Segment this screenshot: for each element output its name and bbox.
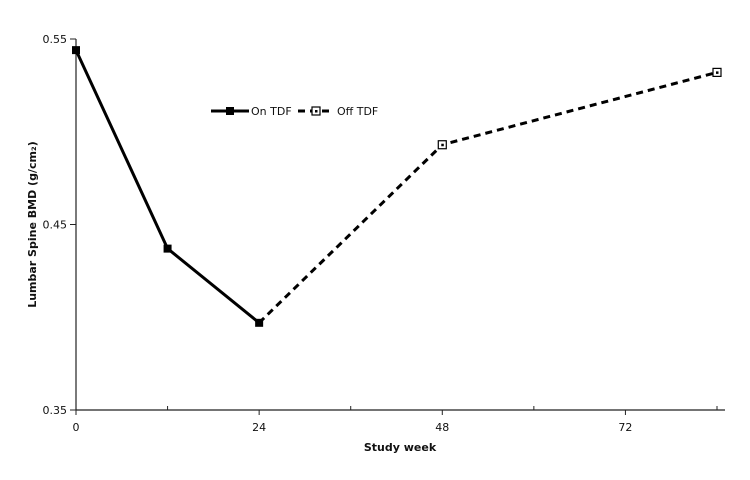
x-axis-title: Study week xyxy=(364,441,437,454)
x-tick-label: 72 xyxy=(618,421,632,434)
y-tick-label: 0.45 xyxy=(43,219,68,232)
data-point xyxy=(255,318,264,327)
legend-marker xyxy=(311,106,321,116)
series-line-1 xyxy=(74,49,261,324)
legend-entry-on-tdf: On TDF xyxy=(211,105,292,118)
series-layer xyxy=(72,46,722,327)
legend-entry-off-tdf: Off TDF xyxy=(298,105,378,118)
y-tick-label: 0.55 xyxy=(43,33,68,46)
ticks: 0.35 0.45 0.55 0 24 48 72 xyxy=(43,33,718,434)
y-axis-title: Lumbar Spine BMD (g/cm₂) xyxy=(26,141,39,308)
data-point xyxy=(437,140,447,150)
x-tick-label: 48 xyxy=(435,421,449,434)
y-tick-label: 0.35 xyxy=(43,404,68,417)
data-point xyxy=(72,46,80,55)
data-point xyxy=(163,244,172,253)
legend-label: Off TDF xyxy=(337,105,378,118)
x-tick-label: 24 xyxy=(252,421,266,434)
legend: On TDF Off TDF xyxy=(211,105,378,118)
legend-marker xyxy=(226,107,234,115)
x-tick-label: 0 xyxy=(73,421,80,434)
data-point xyxy=(712,67,722,77)
legend-label: On TDF xyxy=(251,105,292,118)
